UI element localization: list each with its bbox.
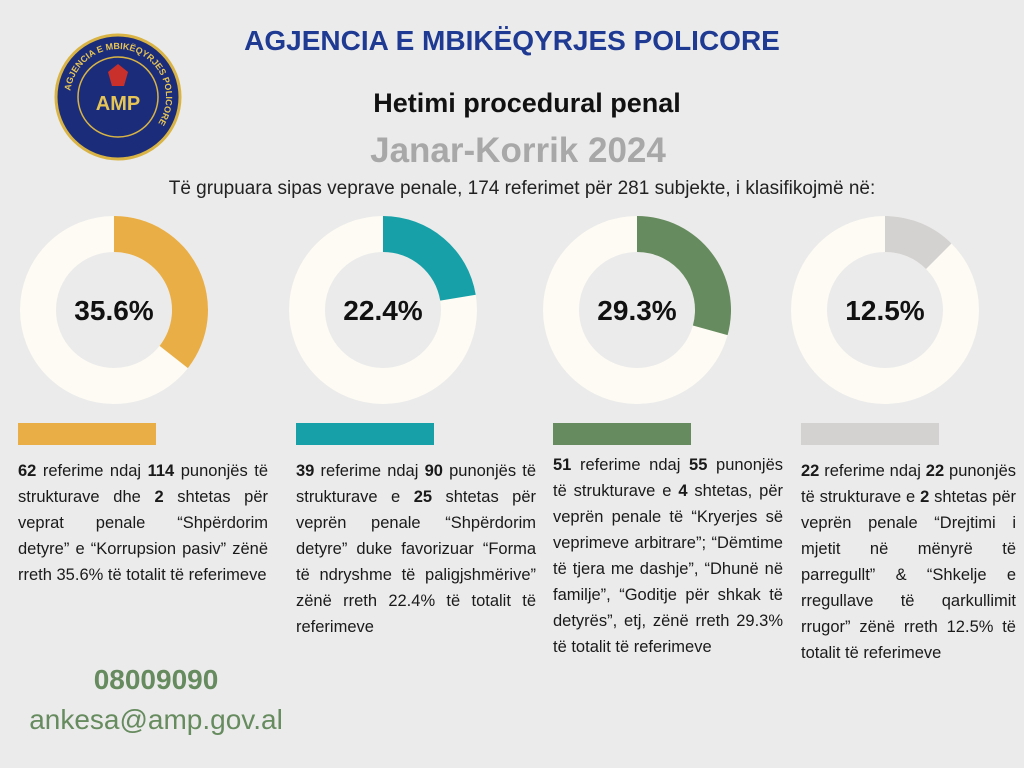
phone: 08009090 [93, 664, 219, 695]
text-run: punonjës të strukturave e [553, 456, 783, 500]
text-run: 55 [689, 456, 708, 474]
value-label: 35.6% [74, 295, 153, 326]
text-run: 62 [18, 462, 37, 480]
text-run: punonjës të strukturave dhe [18, 462, 268, 506]
text-run: 22 [801, 462, 820, 480]
panel-text: 39 referime ndaj 90 punonjës të struktur… [296, 458, 536, 640]
period: Janar-Korrik 2024 [370, 131, 666, 170]
value-label: 22.4% [343, 295, 422, 326]
text-run: shtetas për veprat penale “Shpërdorim de… [18, 488, 268, 584]
text-run: 4 [678, 482, 688, 500]
legend-swatch [553, 423, 691, 445]
donut-segment [383, 216, 476, 301]
text-run: 2 [920, 488, 930, 506]
text-run: 25 [413, 488, 433, 506]
text-run: referime ndaj [314, 462, 425, 480]
text-run: 2 [154, 488, 164, 506]
charts: 35.6% 22.4% 29.3% 12.5% [18, 216, 979, 445]
legend-swatch [296, 423, 434, 445]
logo: AGJENCIA E MBIKËQYRJES POLICORE AMP [54, 33, 182, 161]
subtitle: Hetimi procedural penal [373, 88, 681, 118]
text-run: punonjës të strukturave e [296, 462, 537, 506]
text-run: referime ndaj [571, 456, 690, 474]
donut-segment [637, 216, 731, 336]
logo-text: AMP [96, 93, 140, 115]
intro: Të grupuara sipas veprave penale, 174 re… [169, 178, 876, 199]
text-run: 90 [424, 462, 443, 480]
text-run: referime ndaj [36, 462, 148, 480]
text-run: shtetas, për veprën penale të “Kryerjes … [553, 482, 783, 656]
legend-swatch [801, 423, 939, 445]
value-label: 12.5% [845, 295, 924, 326]
donut-segment [885, 216, 952, 269]
title: AGJENCIA E MBIKËQYRJES POLICORE [244, 25, 780, 56]
text-run: shtetas për veprën penale “Shpërdorim de… [296, 488, 536, 636]
value-label: 29.3% [597, 295, 676, 326]
text-run: referime ndaj [819, 462, 926, 480]
text-run: shtetas për veprën penale “Drejtimi i mj… [801, 488, 1016, 662]
text-run: 114 [147, 462, 175, 480]
email: ankesa@amp.gov.al [29, 704, 283, 735]
donut-segment [114, 216, 208, 369]
panel-text: 62 referime ndaj 114 punonjës të struktu… [18, 458, 268, 588]
legend-swatch [18, 423, 156, 445]
panel-text: 51 referime ndaj 55 punonjës të struktur… [553, 452, 783, 660]
panel-text: 22 referime ndaj 22 punonjës të struktur… [801, 458, 1016, 666]
text-run: 51 [553, 456, 572, 474]
text-run: punonjës të strukturave e [801, 462, 1016, 506]
text-run: 39 [296, 462, 315, 480]
text-run: 22 [925, 462, 945, 480]
